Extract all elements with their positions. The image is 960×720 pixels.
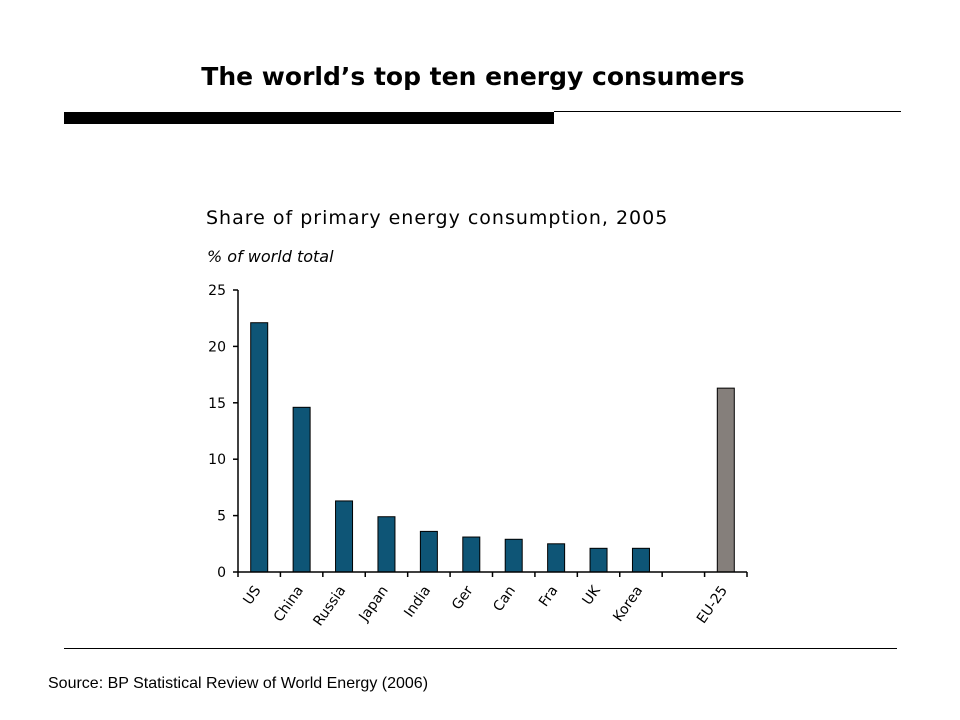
bar-russia <box>335 500 354 573</box>
x-tick-label: Ger <box>449 583 477 613</box>
y-tick-label: 15 <box>208 396 226 412</box>
x-tick-label: China <box>271 583 307 625</box>
x-tick-label: US <box>240 583 264 608</box>
bar-korea <box>631 547 650 573</box>
y-axis: 0 5 10 15 20 25 <box>208 283 239 581</box>
chart-subtitle: % of world total <box>207 247 334 266</box>
bar-fra <box>547 543 566 573</box>
bar-china <box>292 406 311 573</box>
slide-title: The world’s top ten energy consumers <box>201 62 745 91</box>
y-tick-label: 25 <box>208 283 226 299</box>
y-tick-label: 20 <box>208 339 226 355</box>
x-tick-label: UK <box>580 582 605 608</box>
bar-can <box>504 538 523 573</box>
x-tick-label: Can <box>490 583 519 614</box>
x-tick-label: EU-25 <box>694 583 731 627</box>
bar-eu-25 <box>716 387 735 573</box>
y-tick-label: 10 <box>208 452 226 468</box>
bars <box>250 322 735 573</box>
bar-india <box>419 530 438 573</box>
x-tick-label: Fra <box>536 583 561 610</box>
bar-us <box>250 322 269 573</box>
x-tick-label: India <box>401 583 434 620</box>
bar-uk <box>589 547 608 573</box>
x-tick-label: Japan <box>356 583 392 625</box>
x-axis: US China Russia Japan India Ger Can Fra UK Korea E… <box>237 571 748 629</box>
chart-title: Share of primary energy consumption, 200… <box>206 207 668 229</box>
source-note: Source: BP Statistical Review of World E… <box>48 675 429 692</box>
x-tick-label: Russia <box>310 583 349 629</box>
title-underline-thick <box>64 112 554 124</box>
bar-ger <box>462 536 481 573</box>
bar-japan <box>377 516 396 573</box>
x-tick-label: Korea <box>610 583 646 625</box>
title-underline-thin <box>554 111 901 112</box>
bottom-divider <box>64 648 897 649</box>
y-tick-label: 5 <box>217 509 226 525</box>
y-tick-label: 0 <box>217 565 226 581</box>
